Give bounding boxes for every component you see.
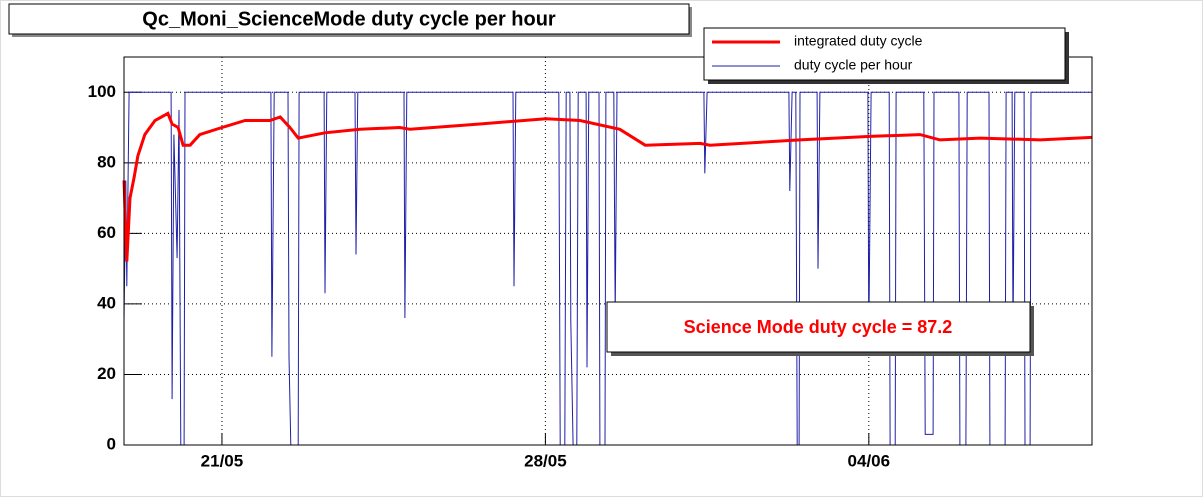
annotation: Science Mode duty cycle = 87.2 bbox=[684, 317, 953, 337]
annotation-box bbox=[606, 301, 1031, 353]
y-tick-label: 60 bbox=[97, 223, 116, 242]
x-tick-label: 04/06 bbox=[848, 451, 891, 470]
y-tick-label: 40 bbox=[97, 293, 116, 312]
title-box bbox=[8, 3, 690, 35]
legend-label: integrated duty cycle bbox=[794, 33, 923, 49]
y-tick-label: 80 bbox=[97, 152, 116, 171]
x-tick-label: 21/05 bbox=[201, 451, 244, 470]
series-line bbox=[122, 111, 1093, 262]
y-tick-label: 20 bbox=[97, 364, 116, 383]
plot-area bbox=[124, 57, 1092, 445]
y-tick-label: 100 bbox=[88, 82, 116, 101]
x-tick-label: 28/05 bbox=[524, 451, 567, 470]
legend-label: duty cycle per hour bbox=[794, 57, 913, 73]
chart-title: Qc_Moni_ScienceMode duty cycle per hour bbox=[142, 8, 556, 30]
y-tick-label: 0 bbox=[107, 434, 116, 453]
legend-box bbox=[703, 27, 1066, 81]
plot-frame bbox=[123, 56, 1093, 446]
